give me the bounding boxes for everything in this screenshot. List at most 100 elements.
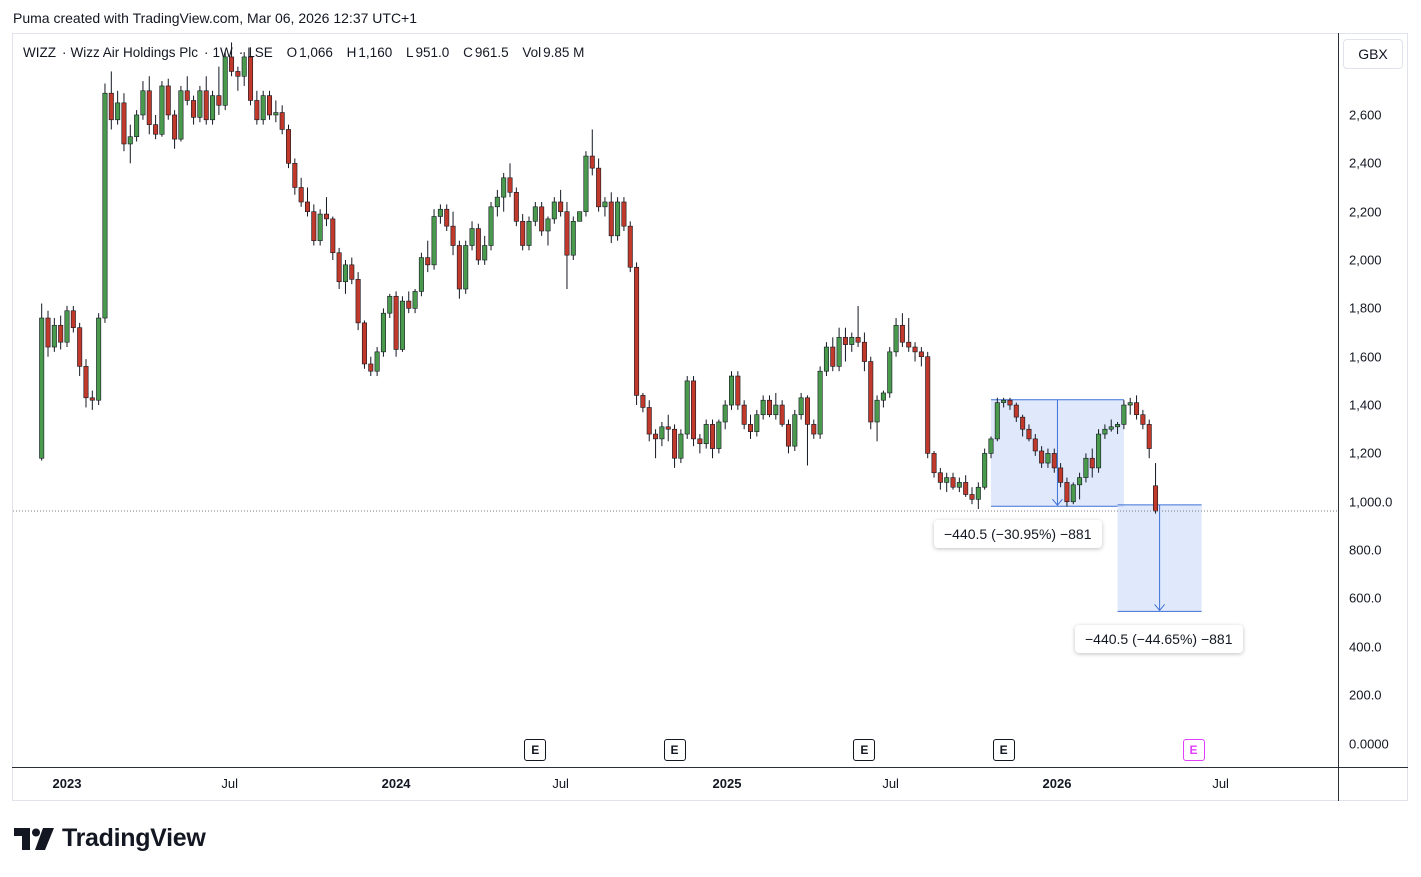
candle — [1121, 400, 1127, 430]
candle — [469, 221, 475, 251]
candle — [229, 42, 235, 77]
candle — [1108, 419, 1114, 432]
candle-body — [659, 426, 665, 440]
legend-open-label: O — [286, 45, 298, 60]
candle-body — [627, 225, 633, 268]
candle-body — [488, 206, 494, 246]
currency-button[interactable]: GBX — [1343, 39, 1403, 69]
legend-vol: 9.85 M — [543, 45, 585, 60]
candle-body — [203, 90, 209, 121]
candle — [899, 313, 905, 348]
candle — [153, 114, 159, 140]
candle — [374, 347, 380, 377]
candle — [482, 235, 488, 265]
candle-body — [583, 155, 589, 212]
tradingview-logo[interactable]: TradingView — [14, 824, 206, 853]
candle-body — [653, 433, 659, 440]
candle — [520, 214, 526, 251]
candle-body — [39, 317, 45, 459]
chart-frame[interactable] — [12, 33, 1408, 801]
candle-body — [70, 310, 76, 328]
candle — [798, 392, 804, 420]
candle — [918, 347, 924, 367]
candle-body — [558, 201, 564, 212]
candle-body — [697, 438, 703, 445]
chart-credit: Puma created with TradingView.com, Mar 0… — [13, 10, 418, 26]
candle-body — [153, 124, 159, 135]
earnings-marker[interactable]: E — [663, 739, 686, 761]
candle — [880, 390, 886, 408]
candle — [387, 293, 393, 319]
candle — [311, 204, 317, 246]
candle-body — [1096, 433, 1102, 469]
candle-body — [1007, 399, 1013, 406]
candle — [456, 240, 462, 299]
candle — [760, 395, 766, 420]
candle — [1007, 397, 1013, 410]
candle-body — [589, 155, 595, 169]
candle-body — [254, 100, 260, 121]
candle — [273, 100, 279, 123]
candle-body — [45, 317, 51, 348]
time-tick: Jul — [552, 776, 569, 791]
candle — [956, 477, 962, 493]
earnings-marker[interactable]: E — [853, 739, 876, 761]
candle-body — [779, 404, 785, 425]
price-tick: 1,600 — [1349, 349, 1382, 365]
candle — [235, 66, 241, 91]
candle — [1140, 409, 1146, 430]
candle-body — [817, 370, 823, 435]
candle — [1070, 482, 1076, 505]
candle-body — [115, 102, 121, 121]
earnings-marker[interactable]: E — [524, 739, 547, 761]
earnings-marker[interactable]: E — [1182, 739, 1205, 761]
candle-body — [937, 472, 943, 483]
candle — [766, 395, 772, 418]
candle — [564, 201, 570, 290]
candle — [323, 197, 329, 227]
time-tick: Jul — [882, 776, 899, 791]
candle — [1058, 463, 1064, 488]
candle-body — [577, 211, 583, 222]
candle — [804, 395, 810, 466]
candle-body — [507, 177, 513, 193]
candle-body — [1140, 414, 1146, 425]
candle — [260, 90, 266, 125]
candle-body — [1026, 428, 1032, 440]
legend-high: 1,160 — [358, 45, 393, 60]
candle-body — [1153, 485, 1159, 512]
candle-body — [823, 346, 829, 372]
candle — [1153, 463, 1159, 514]
candle-body — [159, 85, 165, 135]
candle — [254, 90, 260, 125]
candle-body — [1115, 424, 1121, 428]
candle-body — [178, 90, 184, 140]
candle-body — [710, 424, 716, 449]
candle-body — [855, 337, 861, 343]
candle-body — [1001, 399, 1007, 403]
symbol-legend[interactable]: WIZZ · Wizz Air Holdings Plc · 1W · LSE O 1,066… — [23, 45, 585, 60]
price-tick: 400.0 — [1349, 639, 1382, 655]
candle — [108, 71, 114, 130]
earnings-marker[interactable]: E — [992, 739, 1015, 761]
candle-body — [1083, 457, 1089, 478]
candle — [140, 81, 146, 120]
measure-label-2: −440.5 (−44.65%) −881 — [1075, 625, 1243, 653]
price-tick: 2,400 — [1349, 155, 1382, 171]
price-tick: 800.0 — [1349, 542, 1382, 558]
candle — [115, 90, 121, 125]
candle-body — [140, 90, 146, 116]
legend-symbol[interactable]: WIZZ — [23, 45, 56, 60]
candle-body — [184, 90, 190, 101]
candle-body — [210, 95, 216, 121]
candle — [570, 216, 576, 260]
candle — [1064, 477, 1070, 507]
candle — [96, 313, 102, 406]
candle-body — [729, 375, 735, 406]
price-tick: 0.0000 — [1349, 736, 1389, 751]
candle — [380, 308, 386, 357]
candle-body — [766, 399, 772, 416]
candle — [361, 320, 367, 369]
candle-body — [754, 414, 760, 432]
